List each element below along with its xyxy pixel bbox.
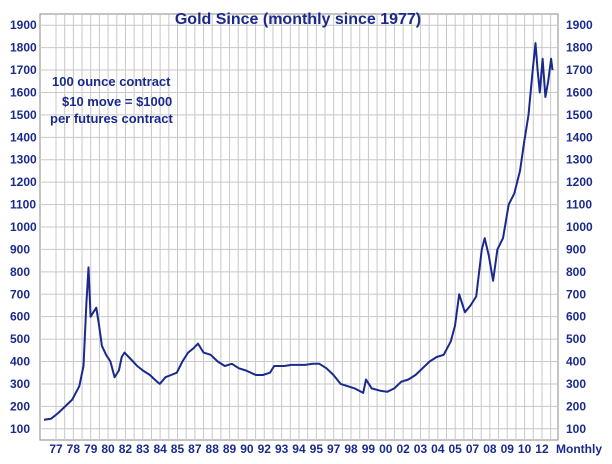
x-tick-label: 05: [449, 442, 463, 456]
annotation-line-3: per futures contract: [50, 111, 173, 126]
annotation-line-2: $10 move = $1000: [62, 94, 172, 109]
y-tick-label-left: 1700: [10, 63, 37, 77]
y-tick-label-left: 1800: [10, 41, 37, 55]
x-tick-label: 08: [483, 442, 497, 456]
x-tick-label: 90: [240, 442, 254, 456]
y-tick-label-right: 500: [566, 332, 586, 346]
y-tick-label-right: 600: [566, 310, 586, 324]
gold-price-line: [43, 42, 554, 421]
x-tick-label: 82: [119, 442, 133, 456]
annotation-line-1: 100 ounce contract: [52, 74, 171, 89]
x-axis: 77 78 79 80 82 83 84 85 87 88 89 90 92 93 94 95 97 98 99 00…: [49, 442, 549, 456]
x-tick-label: 97: [327, 442, 341, 456]
y-tick-label-right: 1500: [566, 108, 593, 122]
y-tick-label-left: 600: [10, 310, 30, 324]
y-tick-label-right: 100: [566, 422, 586, 436]
x-tick-label: 78: [67, 442, 81, 456]
y-tick-label-left: 1100: [10, 198, 36, 212]
x-tick-label: 84: [153, 442, 167, 456]
y-tick-label-right: 1100: [566, 198, 592, 212]
x-tick-label: 92: [258, 442, 272, 456]
y-axis-left: 100 200 300 400 500 600 700 800 900 1000 1100 1200 1…: [10, 18, 37, 436]
x-tick-label: 98: [344, 442, 358, 456]
y-tick-label-left: 300: [10, 377, 30, 391]
y-tick-label-left: 500: [10, 332, 30, 346]
x-tick-label: 04: [431, 442, 445, 456]
y-tick-label-left: 200: [10, 399, 30, 413]
x-tick-label: 77: [49, 442, 63, 456]
x-tick-label: 99: [362, 442, 376, 456]
y-tick-label-right: 200: [566, 399, 586, 413]
y-tick-label-left: 1400: [10, 130, 37, 144]
y-axis-right: 100 200 300 400 500 600 700 800 900 1000 1100 1200 1…: [566, 18, 593, 436]
x-tick-label: 12: [535, 442, 549, 456]
y-tick-label-left: 1500: [10, 108, 37, 122]
y-tick-label-right: 1700: [566, 63, 593, 77]
y-tick-label-right: 400: [566, 355, 586, 369]
chart-title: Gold Since (monthly since 1977): [175, 11, 421, 28]
y-tick-label-left: 700: [10, 287, 30, 301]
y-tick-label-right: 1300: [566, 153, 593, 167]
y-tick-label-left: 100: [10, 422, 30, 436]
x-tick-label: 88: [206, 442, 220, 456]
x-tick-label: 85: [171, 442, 185, 456]
x-tick-label: 87: [188, 442, 202, 456]
x-tick-label: 94: [292, 442, 306, 456]
frequency-label: Monthly: [556, 442, 602, 456]
y-tick-label-right: 1400: [566, 130, 593, 144]
y-tick-label-right: 1000: [566, 220, 593, 234]
x-tick-label: 02: [396, 442, 410, 456]
y-tick-label-left: 1200: [10, 175, 37, 189]
x-tick-label: 07: [466, 442, 480, 456]
y-tick-label-right: 1200: [566, 175, 593, 189]
series-layer: [43, 42, 554, 421]
x-tick-label: 95: [310, 442, 324, 456]
x-tick-label: 93: [275, 442, 289, 456]
y-tick-label-left: 1300: [10, 153, 37, 167]
x-tick-label: 10: [518, 442, 532, 456]
x-tick-label: 80: [101, 442, 115, 456]
y-tick-label-right: 800: [566, 265, 586, 279]
y-tick-label-left: 800: [10, 265, 30, 279]
y-tick-label-left: 1900: [10, 18, 37, 32]
x-tick-label: 09: [501, 442, 515, 456]
y-tick-label-left: 1600: [10, 85, 37, 99]
x-tick-label: 89: [223, 442, 237, 456]
x-tick-label: 03: [414, 442, 428, 456]
y-tick-label-left: 1000: [10, 220, 37, 234]
y-tick-label-left: 900: [10, 242, 30, 256]
x-tick-label: 83: [136, 442, 150, 456]
y-tick-label-right: 1600: [566, 85, 593, 99]
y-tick-label-right: 700: [566, 287, 586, 301]
y-tick-label-right: 1900: [566, 18, 593, 32]
y-tick-label-right: 900: [566, 242, 586, 256]
x-tick-label: 79: [84, 442, 98, 456]
x-tick-label: 00: [379, 442, 393, 456]
y-tick-label-right: 1800: [566, 41, 593, 55]
y-tick-label-left: 400: [10, 355, 30, 369]
y-tick-label-right: 300: [566, 377, 586, 391]
grid-layer: [40, 14, 558, 440]
